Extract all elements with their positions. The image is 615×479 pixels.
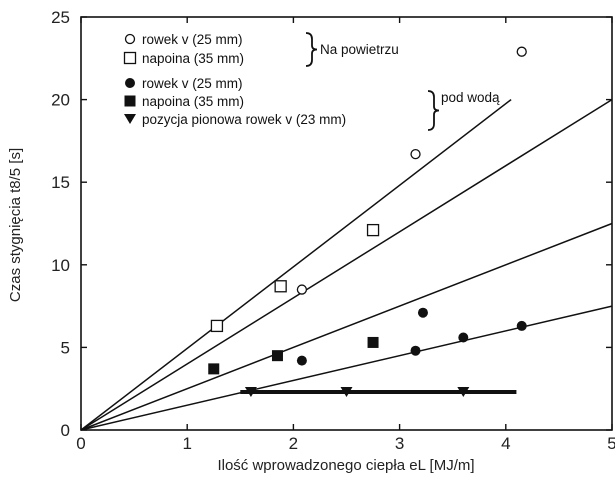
data-point-circle-open — [410, 148, 421, 160]
legend-marker-square-filled — [124, 95, 136, 107]
x-tick-label: 4 — [501, 434, 510, 453]
trend-line — [80, 222, 613, 431]
trend-lines — [80, 98, 613, 431]
x-tick-label: 3 — [395, 434, 404, 453]
axis-ticks: 0 1 2 3 4 5 0 5 10 15 20 25 — [51, 8, 615, 453]
data-point-triangle-down-filled — [457, 387, 470, 398]
data-point-square-open — [274, 280, 287, 293]
group-brace — [305, 32, 318, 67]
legend-marker-circle-filled — [125, 78, 135, 88]
group-label-air: Na powietrzu — [320, 42, 399, 57]
x-tick-label: 2 — [289, 434, 298, 453]
data-point-square-open — [366, 223, 380, 237]
trend-line — [80, 98, 613, 431]
x-tick-label: 5 — [607, 434, 615, 453]
data-point-triangle-down-filled — [244, 387, 257, 398]
data-point-circle-filled — [417, 307, 428, 318]
data-point-circle-open — [296, 284, 308, 295]
data-point-circle-filled — [296, 355, 307, 366]
x-axis-title: Ilość wprowadzonego ciepła eL [MJ/m] — [217, 457, 474, 474]
y-tick-label: 20 — [51, 91, 70, 110]
legend-marker-square-open — [123, 51, 137, 65]
data-point-circle-filled — [516, 320, 527, 331]
y-tick-label: 0 — [61, 421, 70, 440]
group-brace — [427, 90, 440, 131]
legend-label: rowek v (25 mm) — [142, 76, 243, 91]
legend-label: pozycja pionowa rowek v (23 mm) — [142, 112, 346, 127]
legend-label: napoina (35 mm) — [142, 51, 244, 66]
legend: rowek v (25 mm) napoina (35 mm) rowek v (2… — [123, 32, 500, 131]
y-tick-label: 15 — [51, 173, 70, 192]
y-tick-label: 10 — [51, 256, 70, 275]
data-point-circle-filled — [410, 345, 421, 356]
data-point-square-filled — [367, 336, 379, 348]
y-axis-title: Czas stygnięcia t8/5 [s] — [7, 148, 24, 302]
y-tick-label: 5 — [61, 338, 70, 357]
data-point-triangle-down-filled — [340, 387, 353, 398]
data-point-square-filled — [208, 363, 220, 375]
y-tick-label: 25 — [51, 8, 70, 27]
data-point-square-filled — [271, 350, 283, 362]
x-tick-label: 1 — [182, 434, 191, 453]
trend-line — [80, 99, 512, 431]
legend-label: rowek v (25 mm) — [142, 32, 243, 47]
data-point-circle-filled — [458, 332, 469, 343]
legend-label: napoina (35 mm) — [142, 94, 244, 109]
x-tick-label: 0 — [76, 434, 85, 453]
data-point-square-open — [210, 319, 224, 333]
legend-marker-triangle-down-filled — [124, 114, 136, 124]
group-label-water: pod wodą — [441, 90, 500, 105]
legend-marker-circle-open — [124, 33, 136, 45]
data-point-circle-open — [516, 46, 527, 57]
data-markers — [208, 46, 527, 398]
